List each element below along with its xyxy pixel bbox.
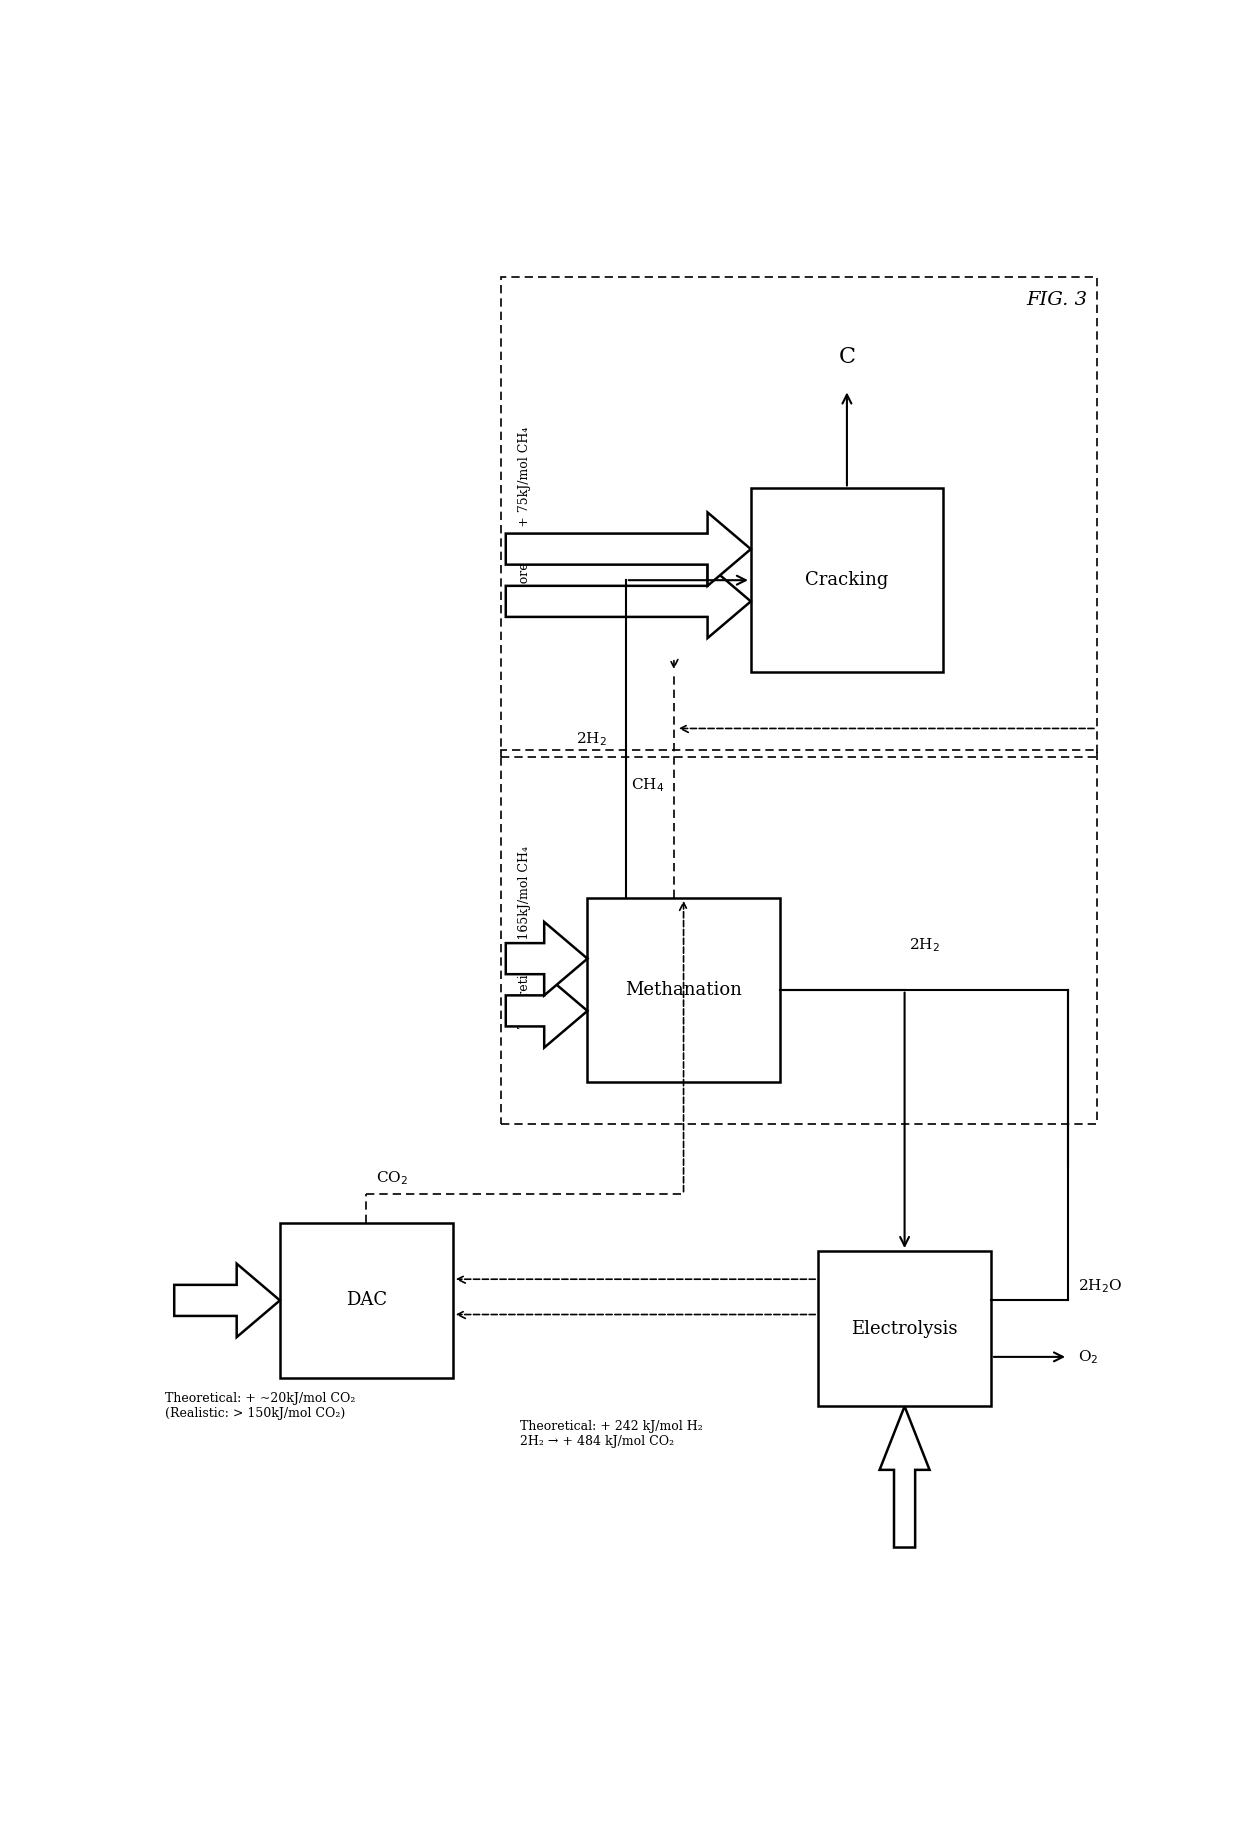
Bar bbox=[751, 488, 944, 671]
FancyArrow shape bbox=[506, 512, 751, 585]
FancyArrow shape bbox=[506, 923, 588, 996]
Bar bbox=[501, 277, 1096, 757]
Text: 2H$_2$: 2H$_2$ bbox=[909, 937, 940, 954]
Bar bbox=[588, 899, 780, 1082]
Text: Theoretical: + 242 kJ/mol H₂
2H₂ → + 484 kJ/mol CO₂: Theoretical: + 242 kJ/mol H₂ 2H₂ → + 484… bbox=[521, 1420, 703, 1449]
FancyArrow shape bbox=[174, 1264, 280, 1337]
Bar bbox=[280, 1223, 453, 1377]
Text: Electrolysis: Electrolysis bbox=[852, 1320, 957, 1337]
Text: 2H$_2$O: 2H$_2$O bbox=[1078, 1278, 1122, 1295]
Text: Theoretical: + ~20kJ/mol CO₂
(Realistic: > 150kJ/mol CO₂): Theoretical: + ~20kJ/mol CO₂ (Realistic:… bbox=[165, 1392, 355, 1420]
Text: DAC: DAC bbox=[346, 1291, 387, 1309]
FancyArrow shape bbox=[879, 1407, 930, 1548]
Text: CH$_4$: CH$_4$ bbox=[631, 776, 665, 794]
Bar bbox=[501, 750, 1096, 1124]
FancyArrow shape bbox=[506, 565, 751, 638]
Text: Theoretical: - 165kJ/mol CH₄: Theoretical: - 165kJ/mol CH₄ bbox=[518, 845, 532, 1027]
Bar bbox=[818, 1251, 991, 1407]
Text: CO$_2$: CO$_2$ bbox=[376, 1170, 408, 1187]
Text: FIG. 3: FIG. 3 bbox=[1027, 290, 1087, 308]
Text: 2H$_2$: 2H$_2$ bbox=[575, 730, 606, 748]
FancyArrow shape bbox=[506, 974, 588, 1047]
Text: C: C bbox=[838, 347, 856, 369]
Text: Theoretical: + 75kJ/mol CH₄: Theoretical: + 75kJ/mol CH₄ bbox=[518, 427, 532, 607]
Text: Cracking: Cracking bbox=[805, 570, 889, 589]
Text: Methanation: Methanation bbox=[625, 981, 742, 1000]
Text: O$_2$: O$_2$ bbox=[1078, 1348, 1097, 1366]
